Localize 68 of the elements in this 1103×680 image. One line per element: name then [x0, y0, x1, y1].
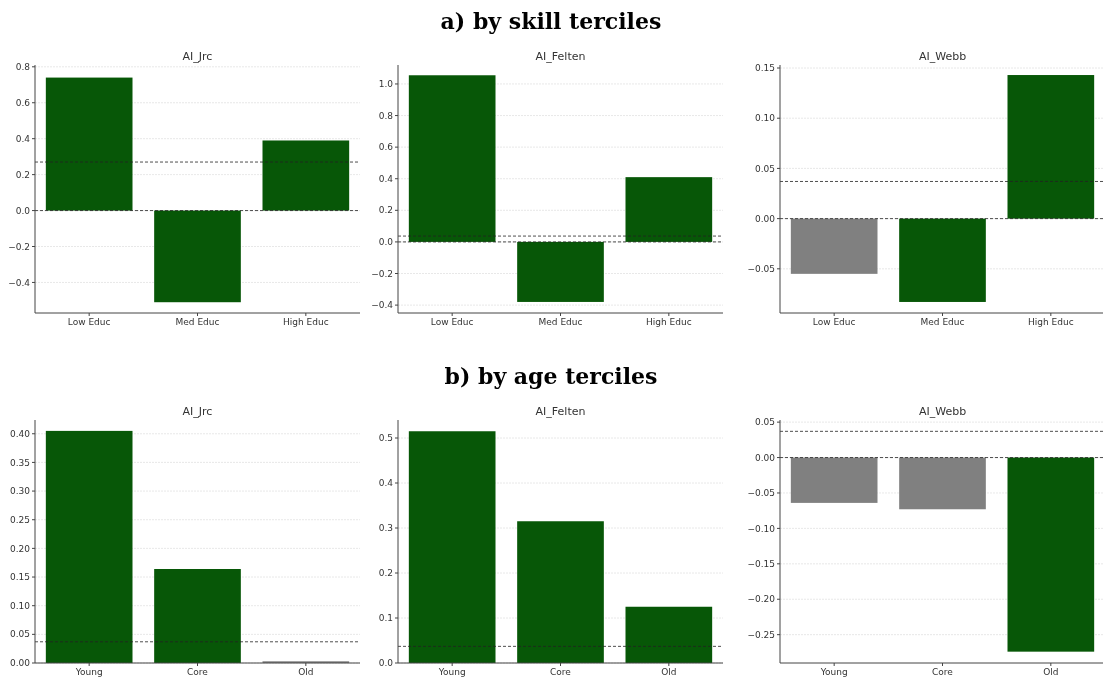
y-tick-label: 0.00: [9, 658, 31, 669]
y-tick-label: 0.00: [754, 452, 776, 463]
x-tick-label: Med Educ: [538, 317, 583, 327]
chart-title: AI_Felten: [535, 50, 586, 63]
y-tick-label: 0.2: [378, 568, 393, 579]
x-tick-label: Core: [550, 667, 572, 677]
x-tick-label: High Educ: [1028, 317, 1074, 327]
x-tick-label: High Educ: [646, 317, 692, 327]
y-tick-label: 0.40: [9, 428, 31, 439]
y-tick-label: 0.30: [9, 486, 31, 497]
y-tick-label: 0.2: [15, 169, 30, 180]
y-tick-label: 0.8: [15, 61, 31, 72]
y-tick-label: 0.4: [15, 133, 31, 144]
y-tick-label: 0.35: [9, 457, 30, 468]
y-tick-label: 0.2: [378, 205, 393, 216]
y-tick-label: 0.6: [15, 97, 31, 108]
x-tick-label: Old: [298, 667, 314, 677]
y-tick-label: 0.0: [378, 658, 394, 669]
y-tick-label: −0.05: [747, 488, 775, 499]
x-tick-label: Young: [74, 667, 103, 677]
chart-title: AI_Webb: [918, 405, 967, 418]
x-tick-label: Young: [437, 667, 466, 677]
y-tick-label: 0.4: [378, 478, 394, 489]
y-tick-label: −0.4: [371, 300, 394, 311]
y-tick-label: 0.20: [9, 543, 31, 554]
x-tick-label: Low Educ: [430, 317, 474, 327]
y-tick-label: 0.05: [9, 629, 30, 640]
y-tick-label: 0.6: [378, 142, 394, 153]
x-tick-label: Med Educ: [920, 317, 965, 327]
y-tick-label: 0.15: [9, 572, 30, 583]
y-tick-label: 0.05: [754, 163, 775, 174]
y-tick-label: −0.4: [8, 277, 31, 288]
text: b) by age terciles: [444, 363, 658, 389]
x-tick-label: Core: [187, 667, 209, 677]
y-tick-label: 0.0: [378, 237, 394, 248]
chart-title: AI_Felten: [535, 405, 586, 418]
y-tick-label: 0.5: [378, 433, 393, 444]
y-tick-label: −0.20: [747, 594, 776, 605]
y-tick-label: 0.00: [754, 213, 776, 224]
y-tick-label: 0.05: [754, 417, 775, 428]
chart-title: AI_Jrc: [182, 405, 213, 418]
y-tick-label: 0.25: [9, 514, 30, 525]
y-tick-label: −0.2: [8, 241, 30, 252]
y-tick-label: −0.25: [747, 629, 775, 640]
y-tick-label: −0.10: [747, 523, 776, 534]
y-tick-label: 0.15: [754, 63, 775, 74]
y-tick-label: 0.4: [378, 173, 394, 184]
x-tick-label: Old: [1043, 667, 1059, 677]
y-tick-label: 0.0: [15, 205, 31, 216]
y-tick-label: 0.8: [378, 110, 394, 121]
x-tick-label: Core: [932, 667, 954, 677]
y-tick-label: −0.05: [747, 263, 775, 274]
x-tick-label: Low Educ: [812, 317, 856, 327]
y-tick-label: −0.2: [371, 268, 393, 279]
chart-title: AI_Jrc: [182, 50, 213, 63]
x-tick-label: High Educ: [283, 317, 329, 327]
y-tick-label: 0.10: [754, 113, 776, 124]
text: a) by skill terciles: [440, 8, 662, 34]
y-tick-label: 0.1: [378, 613, 393, 624]
y-tick-label: 0.3: [378, 523, 393, 534]
x-tick-label: Old: [661, 667, 677, 677]
x-tick-label: Low Educ: [67, 317, 111, 327]
y-tick-label: 1.0: [378, 79, 394, 90]
y-tick-label: 0.10: [9, 600, 31, 611]
chart-title: AI_Webb: [918, 50, 967, 63]
x-tick-label: Med Educ: [175, 317, 220, 327]
y-tick-label: −0.15: [747, 558, 775, 569]
x-tick-label: Young: [819, 667, 848, 677]
